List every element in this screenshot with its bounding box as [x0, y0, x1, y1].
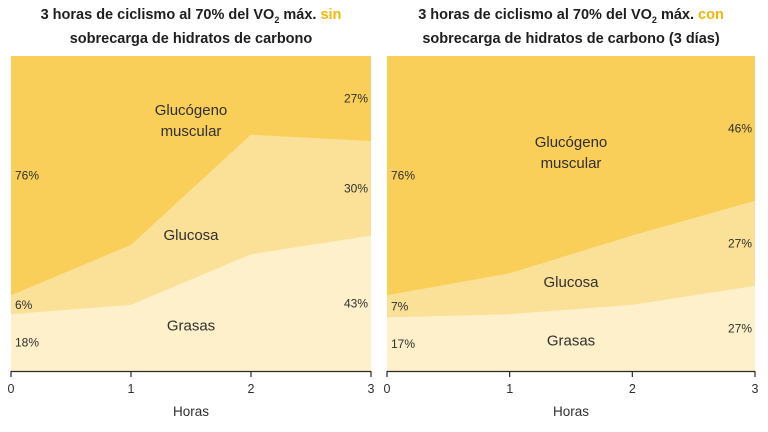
right-start-label-fat: 17% [391, 337, 415, 351]
left-end-label-fat: 43% [344, 296, 368, 310]
left-start-label-glycogen: 76% [15, 169, 39, 183]
right-end-label-glucose: 27% [728, 236, 752, 250]
right-x-tick-label: 3 [752, 382, 759, 396]
right-chart-title: 3 horas de ciclismo al 70% del VO2 máx. … [418, 7, 724, 47]
left-area-fat [11, 235, 371, 371]
left-x-tick-label: 0 [8, 382, 15, 396]
right-x-tick-label: 0 [384, 382, 391, 396]
left-title-highlight: sin [320, 7, 342, 23]
right-title-highlight: con [698, 7, 724, 23]
left-series-label-glucose: Glucosa [163, 227, 219, 244]
left-end-label-glucose: 30% [344, 181, 368, 195]
right-x-axis-label: Horas [553, 404, 589, 419]
left-chart-title: 3 horas de ciclismo al 70% del VO2 máx. … [40, 7, 342, 47]
right-area-glycogen [387, 56, 755, 296]
left-series-label-fat: Grasas [167, 317, 215, 334]
right-area-glucose [387, 200, 755, 318]
left-area-glucose [11, 134, 371, 315]
left-series-label-glycogen-line2: muscular [161, 123, 222, 140]
left-x-tick-label: 3 [368, 382, 375, 396]
right-x-tick-label: 2 [629, 382, 636, 396]
left-end-label-glycogen: 27% [344, 92, 368, 106]
left-area-glycogen [11, 56, 371, 296]
left-start-label-fat: 18% [15, 336, 39, 350]
left-x-tick-label: 2 [248, 382, 255, 396]
right-start-label-glucose: 7% [391, 299, 409, 313]
left-x-tick-label: 1 [128, 382, 135, 396]
right-area-fat [387, 285, 755, 371]
right-series-label-fat: Grasas [547, 332, 595, 349]
right-series-label-glucose: Glucosa [543, 274, 599, 291]
right-x-tick-label: 1 [506, 382, 513, 396]
right-end-label-fat: 27% [728, 321, 752, 335]
right-start-label-glycogen: 76% [391, 169, 415, 183]
left-x-axis-label: Horas [173, 404, 209, 419]
right-end-label-glycogen: 46% [728, 121, 752, 135]
right-series-label-glycogen-line1: Glucógeno [535, 134, 608, 151]
left-series-label-glycogen-line1: Glucógeno [155, 102, 228, 119]
right-series-label-glycogen-line2: muscular [541, 155, 602, 172]
left-start-label-glucose: 6% [15, 298, 33, 312]
